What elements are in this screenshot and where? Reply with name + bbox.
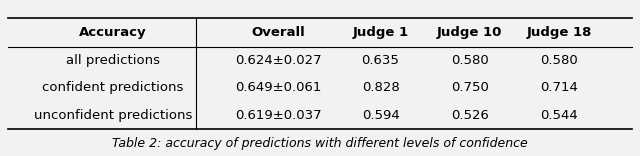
- Text: 0.580: 0.580: [451, 54, 488, 67]
- Text: all predictions: all predictions: [66, 54, 160, 67]
- Text: 0.580: 0.580: [540, 54, 578, 67]
- Text: 0.750: 0.750: [451, 81, 489, 95]
- Text: Judge 18: Judge 18: [526, 26, 591, 39]
- Text: confident predictions: confident predictions: [42, 81, 184, 95]
- Text: Overall: Overall: [252, 26, 305, 39]
- Text: Judge 10: Judge 10: [437, 26, 502, 39]
- Text: 0.635: 0.635: [362, 54, 399, 67]
- Text: Judge 1: Judge 1: [353, 26, 408, 39]
- Text: Accuracy: Accuracy: [79, 26, 147, 39]
- Text: 0.619±0.037: 0.619±0.037: [236, 109, 322, 122]
- Text: 0.624±0.027: 0.624±0.027: [236, 54, 322, 67]
- Text: 0.649±0.061: 0.649±0.061: [236, 81, 322, 95]
- Text: 0.544: 0.544: [540, 109, 578, 122]
- Text: Table 2: accuracy of predictions with different levels of confidence: Table 2: accuracy of predictions with di…: [112, 137, 528, 150]
- Text: 0.594: 0.594: [362, 109, 399, 122]
- Text: 0.714: 0.714: [540, 81, 578, 95]
- Text: unconfident predictions: unconfident predictions: [34, 109, 192, 122]
- Text: 0.828: 0.828: [362, 81, 399, 95]
- Text: 0.526: 0.526: [451, 109, 489, 122]
